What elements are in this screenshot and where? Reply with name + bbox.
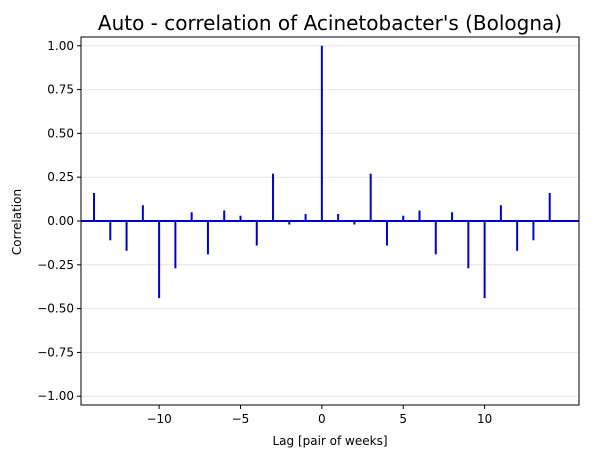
y-axis-label: Correlation [10, 189, 24, 255]
x-tick-label: −5 [232, 412, 250, 426]
y-tick-label: 0.25 [47, 170, 74, 184]
chart-title: Auto - correlation of Acinetobacter's (B… [98, 11, 562, 35]
y-tick-label: −0.50 [37, 302, 74, 316]
x-ticks: −10 −5 0 5 10 [146, 405, 492, 426]
x-tick-label: 10 [477, 412, 492, 426]
y-tick-label: 1.00 [47, 39, 74, 53]
bars-layer [93, 45, 551, 299]
y-tick-label: 0.50 [47, 126, 74, 140]
x-tick-label: 5 [399, 412, 407, 426]
y-ticks: −1.00 −0.75 −0.50 −0.25 0.00 0.25 0.50 0.75 1.00 [37, 39, 81, 403]
x-axis-label: Lag [pair of weeks] [272, 434, 387, 448]
y-tick-label: −0.25 [37, 258, 74, 272]
x-tick-label: −10 [146, 412, 171, 426]
x-tick-label: 0 [318, 412, 326, 426]
y-tick-label: 0.75 [47, 83, 74, 97]
y-tick-label: −0.75 [37, 345, 74, 359]
y-tick-label: 0.00 [47, 214, 74, 228]
y-tick-label: −1.00 [37, 389, 74, 403]
